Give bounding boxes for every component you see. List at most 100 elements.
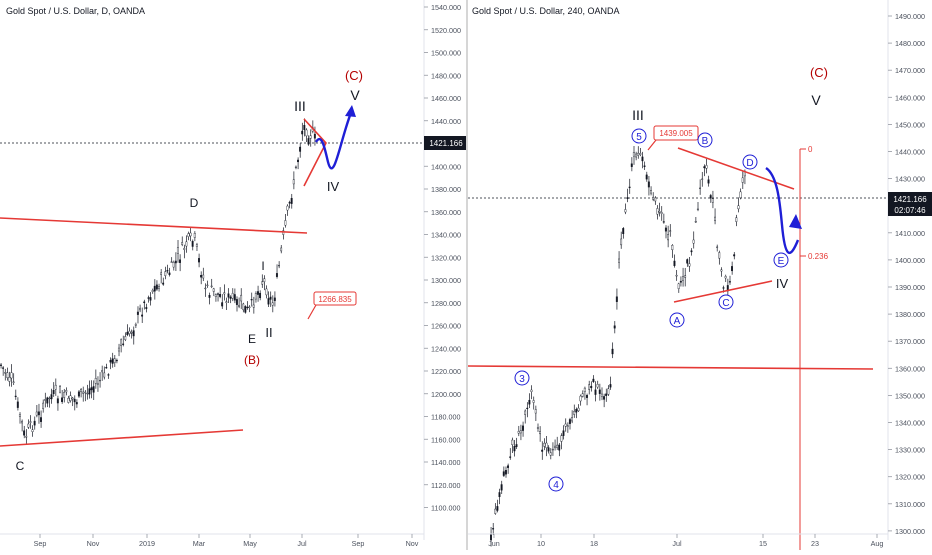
candle-body bbox=[179, 259, 181, 263]
time-axis-label: Sep bbox=[34, 539, 47, 548]
candle-body bbox=[267, 298, 270, 305]
candle-body bbox=[609, 384, 612, 388]
callout-box bbox=[653, 125, 699, 141]
price-axis-label: 1340.000 bbox=[895, 419, 925, 428]
candle-body bbox=[568, 419, 571, 424]
candle-body bbox=[130, 332, 133, 334]
candle-body bbox=[204, 287, 207, 290]
price-axis-label: 1450.000 bbox=[895, 120, 925, 129]
projection-arrowhead bbox=[789, 214, 802, 229]
candle-body bbox=[99, 379, 101, 382]
candle-body bbox=[490, 534, 492, 541]
wave-label-4: 4 bbox=[553, 480, 559, 491]
candle-body bbox=[541, 449, 544, 452]
daily-chart-panel[interactable]: Gold Spot / U.S. Dollar, D, OANDA D E (B… bbox=[0, 0, 468, 550]
candle-body bbox=[543, 442, 546, 447]
candle-body bbox=[632, 152, 635, 157]
candle-body bbox=[149, 297, 152, 301]
candle-body bbox=[626, 197, 629, 199]
candle-body bbox=[117, 347, 120, 352]
candle-body bbox=[709, 195, 712, 199]
price-axis[interactable]: 1540.000 1520.000 1500.000 1480.000 1460.000… bbox=[424, 3, 461, 513]
candle-body bbox=[8, 377, 11, 382]
candle-body bbox=[210, 285, 213, 287]
candle-body bbox=[643, 165, 646, 167]
candle-body bbox=[739, 191, 742, 198]
candle-body bbox=[23, 430, 26, 436]
panel-divider[interactable] bbox=[466, 0, 468, 550]
candle-body bbox=[219, 294, 222, 297]
price-axis-label: 1310.000 bbox=[895, 500, 925, 509]
time-axis[interactable]: Jun 10 18 Jul 15 23 Aug bbox=[488, 534, 883, 548]
time-axis-label: Aug bbox=[871, 539, 884, 548]
candle-body bbox=[588, 384, 591, 390]
candle-body bbox=[58, 386, 61, 393]
price-axis-label: 1520.000 bbox=[431, 26, 461, 35]
wave-label-V: V bbox=[811, 92, 821, 108]
candle-body bbox=[547, 447, 550, 452]
projection-path bbox=[765, 167, 800, 254]
candle-body bbox=[254, 293, 257, 300]
price-axis-label: 1360.000 bbox=[895, 364, 925, 373]
candle-body bbox=[590, 385, 593, 389]
candle-body bbox=[16, 401, 19, 408]
price-axis-label: 1350.000 bbox=[895, 391, 925, 400]
candle-body bbox=[622, 228, 625, 235]
candle-body bbox=[111, 358, 114, 364]
chart-title: Gold Spot / U.S. Dollar, 240, OANDA bbox=[472, 6, 620, 16]
candle-body bbox=[37, 411, 40, 416]
price-axis[interactable]: 1490.000 1480.000 1470.000 1460.000 1450.000… bbox=[888, 12, 925, 536]
time-axis-label: Nov bbox=[87, 539, 100, 548]
candle-body bbox=[504, 470, 507, 475]
h4-chart-svg[interactable]: 0 0.236 1439.005 3 4 5 A B C D E III IV … bbox=[467, 0, 932, 550]
candle-body bbox=[164, 271, 167, 276]
candle-body bbox=[0, 364, 2, 366]
candle-body bbox=[265, 288, 268, 296]
candle-body bbox=[696, 208, 699, 210]
candle-body bbox=[635, 153, 637, 158]
price-axis-label: 1460.000 bbox=[431, 94, 461, 103]
price-axis-label: 1320.000 bbox=[895, 473, 925, 482]
candle-body bbox=[716, 246, 719, 248]
candle-body bbox=[649, 190, 652, 194]
wave-label-V: V bbox=[350, 87, 360, 103]
wave-circle-3 bbox=[514, 370, 530, 386]
candle-body bbox=[596, 384, 599, 388]
candle-body bbox=[195, 244, 198, 247]
candle-body bbox=[67, 397, 70, 403]
candle-body bbox=[233, 294, 236, 301]
candle-body bbox=[564, 423, 567, 427]
candle-body bbox=[536, 427, 539, 429]
candle-body bbox=[40, 417, 42, 422]
candle-body bbox=[92, 386, 95, 393]
candle-body bbox=[231, 293, 234, 299]
candle-body bbox=[309, 135, 312, 139]
price-axis-label: 1480.000 bbox=[431, 71, 461, 80]
candle-body bbox=[115, 359, 118, 362]
candle-body bbox=[14, 395, 17, 398]
candle-body bbox=[507, 465, 509, 468]
price-axis-label: 1400.000 bbox=[895, 256, 925, 265]
time-axis-label: Mar bbox=[193, 539, 206, 548]
candle-body bbox=[122, 343, 125, 345]
candle-body bbox=[235, 299, 238, 305]
candle-body bbox=[551, 448, 554, 451]
daily-chart-svg[interactable]: D E (B) I II III IV V (C) C 1266.835 154… bbox=[0, 0, 468, 550]
candle-body bbox=[44, 399, 47, 401]
candle-body bbox=[605, 393, 608, 396]
time-axis[interactable]: Sep Nov 2019 Mar May Jul Sep Nov bbox=[34, 534, 419, 548]
candle-body bbox=[225, 301, 228, 303]
candle-body bbox=[69, 395, 72, 401]
candle-body bbox=[686, 259, 689, 264]
candle-body bbox=[189, 232, 192, 237]
wave-circle-B bbox=[697, 132, 713, 148]
candle-body bbox=[183, 247, 186, 250]
candle-body bbox=[221, 302, 224, 307]
candle-body bbox=[613, 325, 616, 329]
h4-chart-panel[interactable]: Gold Spot / U.S. Dollar, 240, OANDA 0 0.… bbox=[467, 0, 932, 550]
candle-body bbox=[313, 133, 316, 139]
candle-body bbox=[718, 252, 721, 259]
price-axis-label: 1360.000 bbox=[431, 208, 461, 217]
candle-body bbox=[157, 286, 160, 289]
price-axis-label: 1160.000 bbox=[431, 435, 460, 444]
